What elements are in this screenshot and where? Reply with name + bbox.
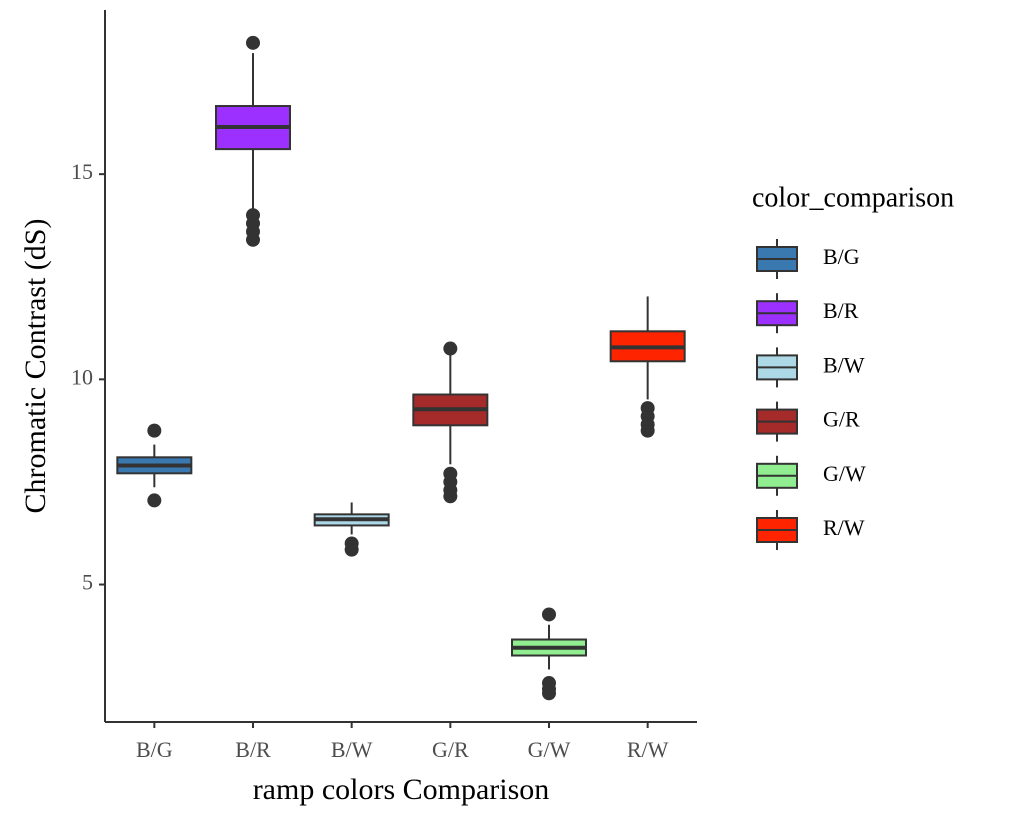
legend-label: G/W (823, 461, 866, 486)
legend-label: B/R (823, 298, 859, 323)
outlier (443, 341, 458, 356)
x-tick-label: G/R (432, 737, 469, 762)
y-tick-label: 10 (71, 364, 93, 389)
outlier (640, 423, 655, 438)
outlier (246, 232, 260, 247)
outlier (246, 35, 260, 50)
legend-label: B/G (823, 244, 860, 269)
outlier (542, 686, 556, 701)
legend-label: G/R (823, 407, 860, 432)
outlier (147, 493, 162, 508)
outlier (542, 607, 556, 622)
y-tick-label: 5 (82, 570, 93, 595)
y-tick-label: 15 (71, 159, 93, 184)
outlier (344, 542, 359, 557)
outlier (443, 489, 458, 504)
outlier (147, 423, 162, 438)
x-axis-title: ramp colors Comparison (253, 773, 550, 806)
x-tick-label: B/R (235, 737, 271, 762)
x-tick-label: G/W (528, 737, 571, 762)
legend-label: R/W (823, 515, 865, 540)
x-tick-label: B/G (136, 737, 173, 762)
y-axis-title: Chromatic Contrast (dS) (19, 219, 52, 514)
legend-label: B/W (823, 352, 865, 377)
legend-title: color_comparison (752, 182, 954, 213)
x-tick-label: B/W (331, 737, 373, 762)
x-tick-label: R/W (627, 737, 669, 762)
